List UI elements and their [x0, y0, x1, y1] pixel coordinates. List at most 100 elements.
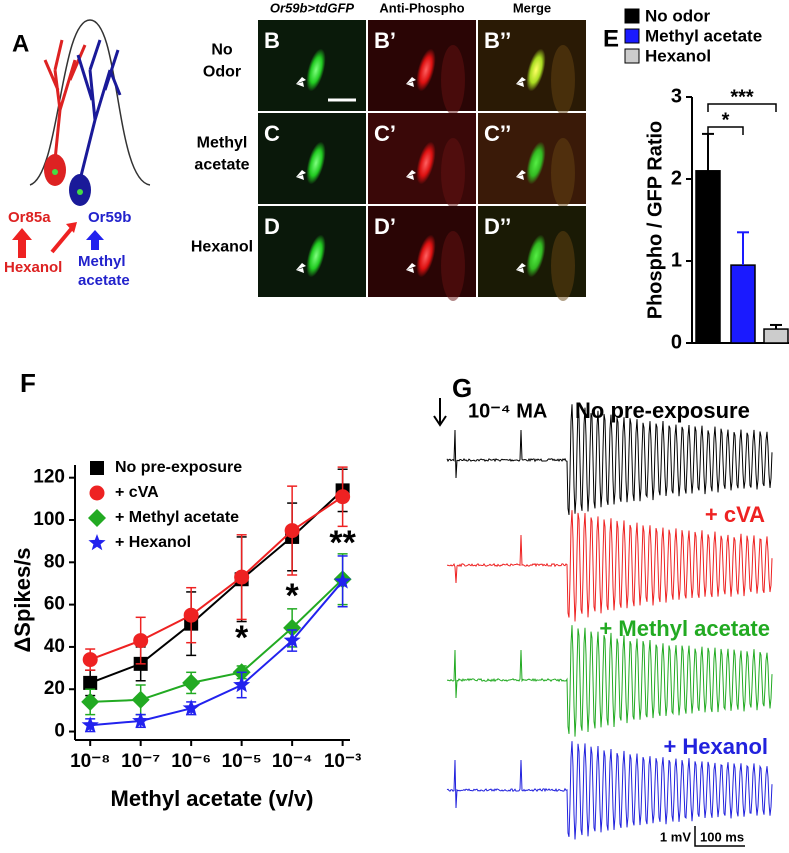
x-tick-label: 10⁻³	[324, 751, 362, 772]
x-tick-label: 10⁻⁴	[272, 751, 313, 772]
y-axis-label: ΔSpikes/s	[10, 547, 35, 652]
tissue	[441, 231, 465, 301]
marker	[233, 676, 251, 693]
significance: *	[286, 577, 300, 615]
tissue	[551, 138, 575, 208]
trace	[446, 404, 773, 515]
y-tick-label: 80	[44, 551, 65, 572]
cell-blob	[526, 141, 546, 185]
y-axis-label: Phospho / GFP Ratio	[644, 121, 666, 320]
column-header: Anti-Phospho	[379, 0, 464, 15]
cell-blob	[416, 234, 436, 278]
significance: *	[235, 619, 249, 657]
cell-label: D’	[374, 214, 396, 239]
panel-a-diagram	[12, 19, 151, 258]
arrowhead	[296, 263, 306, 273]
row-label: Methyl	[197, 135, 248, 152]
marker	[335, 489, 351, 505]
cell-label: B’	[374, 28, 396, 53]
series-line	[89, 489, 344, 684]
marker	[82, 652, 98, 668]
y-tick-label: 60	[44, 594, 65, 615]
significance-bracket	[707, 103, 777, 112]
trace	[446, 510, 773, 622]
marker	[83, 675, 98, 690]
trace-label: + Methyl acetate	[599, 616, 770, 641]
arrowhead	[296, 170, 306, 180]
bar	[763, 328, 789, 344]
arrowhead	[406, 77, 416, 87]
neuron-label: Or85a	[8, 209, 51, 226]
marker	[283, 631, 301, 648]
marker	[131, 690, 150, 709]
significance: **	[329, 524, 356, 562]
y-tick-label: 0	[671, 331, 682, 353]
cell-label: B’’	[484, 28, 511, 53]
legend-marker	[88, 534, 106, 551]
legend-label: Hexanol	[645, 46, 711, 65]
odor-label: Methyl	[78, 253, 126, 270]
odor-label: acetate	[78, 272, 130, 289]
marker	[183, 607, 199, 623]
legend-marker	[88, 509, 106, 527]
cell-label: D’’	[484, 214, 511, 239]
cell-blob	[306, 48, 326, 92]
significance: *	[722, 109, 730, 131]
cell-label: C’	[374, 121, 396, 146]
stimulus-label: 10⁻⁴ MA	[468, 400, 547, 422]
marker	[283, 618, 302, 637]
y-tick-label: 120	[33, 467, 65, 488]
neuron-label: Or59b	[88, 209, 131, 226]
cell-blob	[306, 141, 326, 185]
y-tick-label: 40	[44, 636, 65, 657]
marker	[81, 692, 100, 711]
legend-swatch	[624, 8, 640, 24]
y-tick-label: 20	[44, 678, 65, 699]
marker	[284, 523, 300, 539]
y-tick-label: 100	[33, 509, 65, 530]
tissue	[441, 138, 465, 208]
marker	[133, 633, 149, 649]
column-header: Merge	[513, 0, 551, 15]
y-tick-label: 0	[54, 721, 65, 742]
legend-label: No pre-exposure	[115, 459, 242, 476]
x-tick-label: 10⁻⁷	[121, 751, 160, 772]
significance-bracket	[707, 126, 744, 135]
odor-label: Hexanol	[4, 259, 62, 276]
tissue	[441, 45, 465, 115]
series-line	[89, 495, 344, 661]
trace-label: No pre-exposure	[575, 398, 750, 423]
cell-label: C’’	[484, 121, 511, 146]
legend-swatch	[624, 28, 640, 44]
significance: ***	[730, 86, 754, 108]
series-line	[90, 580, 344, 727]
scale-bar	[694, 826, 745, 847]
cell-blob	[416, 141, 436, 185]
legend-label: + Hexanol	[115, 534, 191, 551]
trace	[446, 625, 773, 737]
marker	[132, 712, 150, 729]
cell-blob	[416, 48, 436, 92]
panel-label: F	[20, 368, 36, 398]
series-line	[90, 578, 344, 703]
panel-label: E	[603, 25, 619, 52]
y-tick-label: 3	[671, 85, 682, 107]
legend-label: + cVA	[115, 484, 159, 501]
stimulus-arrow	[433, 398, 447, 427]
legend-swatch	[624, 48, 640, 64]
y-tick-label: 2	[671, 167, 682, 189]
legend-label: + Methyl acetate	[115, 509, 239, 526]
scale-label: 1 mV	[660, 829, 691, 844]
row-label: Odor	[203, 64, 241, 81]
marker	[234, 569, 250, 585]
tissue	[551, 45, 575, 115]
legend-label: Methyl acetate	[645, 26, 762, 45]
arrowhead	[296, 77, 306, 87]
marker	[81, 716, 99, 733]
bar	[730, 264, 756, 344]
cell-blob	[306, 234, 326, 278]
cell-label: B	[264, 28, 280, 53]
trace-label: + Hexanol	[663, 734, 768, 759]
row-label: acetate	[194, 157, 249, 174]
row-label: No	[211, 42, 233, 59]
